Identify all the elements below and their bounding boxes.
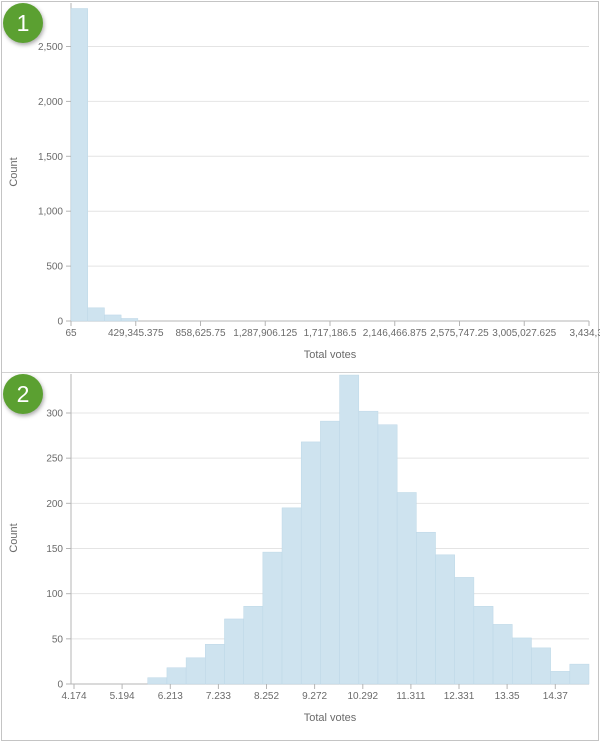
svg-text:10.292: 10.292 [348,691,379,702]
svg-text:300: 300 [46,409,63,420]
svg-text:Total votes: Total votes [304,712,357,724]
svg-text:1,287,906.125: 1,287,906.125 [233,328,297,339]
svg-text:2,000: 2,000 [38,97,63,108]
svg-text:8.252: 8.252 [254,691,279,702]
svg-text:Total votes: Total votes [304,349,357,361]
svg-text:3,005,027.625: 3,005,027.625 [492,328,556,339]
svg-text:7.233: 7.233 [206,691,231,702]
svg-text:1,000: 1,000 [38,207,63,218]
svg-text:6.213: 6.213 [158,691,183,702]
svg-text:14.37: 14.37 [543,691,568,702]
svg-text:200: 200 [46,499,63,510]
svg-text:4.174: 4.174 [61,691,86,702]
svg-text:250: 250 [46,454,63,465]
svg-text:2,500: 2,500 [38,42,63,53]
svg-text:9.272: 9.272 [302,691,327,702]
svg-text:0: 0 [57,317,63,328]
svg-text:13.35: 13.35 [495,691,520,702]
svg-text:50: 50 [52,634,64,645]
svg-text:1,500: 1,500 [38,152,63,163]
svg-text:65: 65 [65,328,77,339]
svg-text:5.194: 5.194 [110,691,135,702]
svg-text:11.311: 11.311 [396,691,426,702]
svg-text:12.331: 12.331 [444,691,475,702]
svg-text:2,146,466.875: 2,146,466.875 [363,328,427,339]
svg-text:2,575,747.25: 2,575,747.25 [430,328,489,339]
svg-text:1,717,186.5: 1,717,186.5 [304,328,357,339]
svg-text:858,625.75: 858,625.75 [175,328,225,339]
svg-text:Count: Count [8,157,20,186]
svg-text:3,434,30: 3,434,30 [570,328,600,339]
svg-text:0: 0 [57,680,63,691]
svg-text:Count: Count [8,523,20,552]
svg-text:500: 500 [46,262,63,273]
svg-text:100: 100 [46,589,63,600]
svg-text:150: 150 [46,544,63,555]
svg-text:429,345.375: 429,345.375 [108,328,164,339]
